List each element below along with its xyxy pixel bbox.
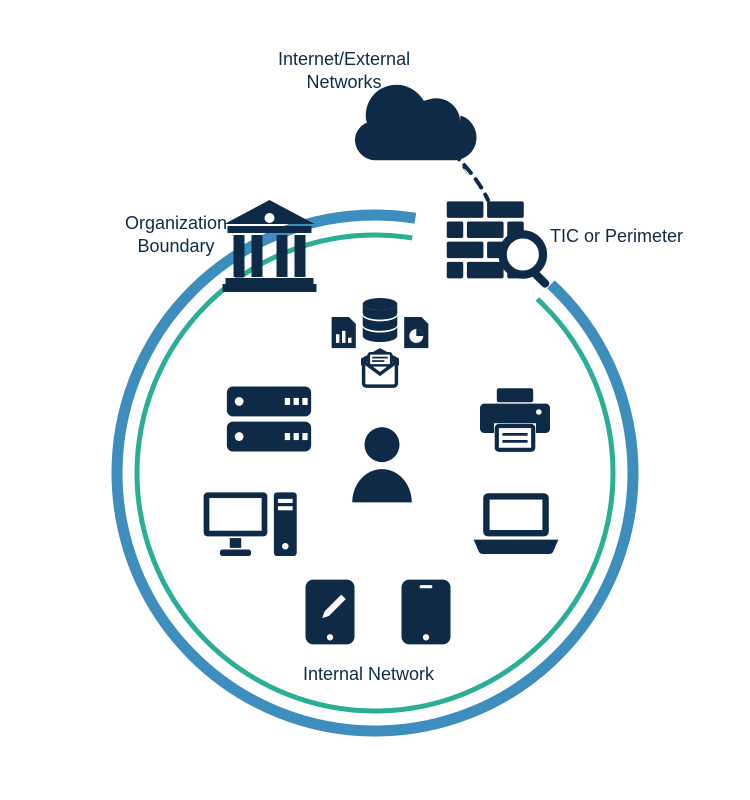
cloud-icon — [355, 75, 490, 170]
printer-icon — [480, 385, 550, 453]
user-icon — [347, 423, 417, 503]
desktop-icon — [202, 486, 300, 564]
diagram-stage: Internet/External Networks Organization … — [0, 0, 750, 800]
organization-boundary-label: Organization Boundary — [125, 212, 227, 257]
internal-network-label: Internal Network — [303, 663, 434, 686]
servers-icon — [225, 383, 313, 455]
data-cluster-icon — [305, 298, 455, 393]
building-icon — [217, 198, 322, 298]
laptop-icon — [472, 490, 560, 554]
firewall-icon — [444, 196, 554, 291]
tic-perimeter-label: TIC or Perimeter — [550, 225, 683, 248]
tablet-icon — [398, 578, 454, 646]
tablet-pen-icon — [302, 578, 358, 646]
